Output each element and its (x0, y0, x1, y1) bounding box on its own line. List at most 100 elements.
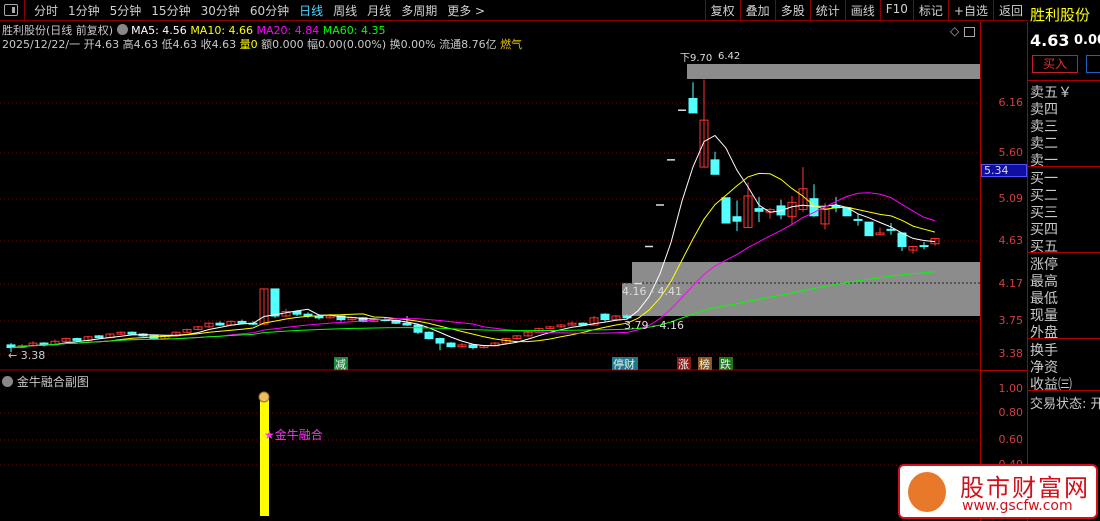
ma10-value: MA10: 4.66 (190, 24, 254, 37)
stat-row: 现量 (1030, 308, 1058, 324)
divider (1028, 390, 1100, 391)
candle-up (589, 317, 599, 326)
tab-7[interactable]: 周线 (333, 3, 358, 18)
divider (1028, 80, 1100, 81)
sell-row: 卖五￥ (1030, 85, 1072, 101)
candle-down (72, 338, 82, 341)
quote-line: 2025/12/22/一 开4.63 高4.63 低4.63 收4.63 量0 … (2, 36, 522, 52)
toolbar-buttons: 复权 叠加 多股 统计 画线 F10 标记 +自选 返回 (704, 0, 1028, 21)
tab-6[interactable]: 日线 (299, 3, 324, 18)
extra-row: 净资 (1030, 360, 1058, 376)
buy-row: 买一 (1030, 171, 1058, 187)
ma20-value: MA20: 4.84 (256, 24, 320, 37)
close: 收4.63 (200, 38, 237, 51)
zone-box (632, 262, 980, 283)
candle-down (270, 288, 280, 317)
money-bag-icon (258, 391, 270, 403)
price-tick: 5.09 (998, 192, 1024, 205)
low-label: ← 3.38 (8, 349, 45, 362)
candle-up (699, 119, 709, 168)
candle-up (567, 322, 577, 326)
toolbar-button-3[interactable]: 统计 (809, 0, 845, 21)
range: 幅0.00(0.00%) (307, 38, 387, 51)
event-tag-bg (677, 357, 691, 370)
toolbar-button-6[interactable]: 标记 (912, 0, 948, 21)
dropdown-icon[interactable] (116, 24, 128, 35)
ma60-line (10, 271, 936, 349)
candle-down (435, 338, 445, 344)
sell-button[interactable] (1086, 55, 1100, 73)
tab-0[interactable]: 分时 (34, 3, 59, 18)
candle-up (61, 338, 71, 342)
last-price: 4.63 (1030, 31, 1070, 50)
change: 0.00 (1074, 33, 1100, 48)
candle-down (424, 331, 434, 340)
tab-10[interactable]: 更多 > (447, 3, 486, 18)
event-tag: 涨 (678, 358, 689, 371)
candle-up (523, 331, 533, 337)
period-toolbar: 分时 1分钟 5分钟 15分钟 30分钟 60分钟 日线 周线 月线 多周期 更多 > 复权 叠加 多股… (0, 0, 1028, 21)
panel-toggle-icon[interactable] (4, 4, 18, 16)
price-tick: 5.60 (998, 146, 1024, 159)
event-tag-bg (698, 357, 712, 370)
candle-up (545, 326, 555, 330)
toolbar-button-5[interactable]: F10 (879, 0, 913, 21)
date: 2025/12/22/一 (2, 38, 81, 51)
extra-row: 换手 (1030, 343, 1058, 359)
stat-row: 涨停 (1030, 257, 1058, 273)
price-tick: 4.17 (998, 277, 1024, 290)
price-tick: 4.63 (998, 234, 1024, 247)
layout-icon[interactable] (964, 27, 975, 37)
tab-2[interactable]: 5分钟 (109, 3, 142, 18)
event-tag: 停财 (613, 357, 635, 371)
kline-chart[interactable]: 下9.70 6.42 ← 3.38 4.16 - 4.41 3.79 - 4.16 减 停财… (0, 0, 980, 521)
event-tag: 减 (335, 358, 346, 371)
stock-name: 胜利股份 (1030, 6, 1091, 24)
toolbar-button-1[interactable]: 叠加 (739, 0, 775, 21)
resistance-zone (687, 64, 980, 79)
candle-down (303, 313, 313, 317)
diamond-icon[interactable]: ◇ (950, 24, 960, 38)
tab-5[interactable]: 60分钟 (249, 3, 290, 18)
ma5-line (10, 134, 936, 349)
candle-up (908, 246, 918, 251)
event-tag-bg (334, 357, 348, 370)
toolbar-button-8[interactable]: 返回 (992, 0, 1028, 21)
stat-row: 最高 (1030, 274, 1058, 290)
buy-button[interactable]: 买入 (1032, 55, 1078, 73)
candle-up (556, 324, 566, 328)
candle-down (127, 331, 137, 335)
toolbar-button-7[interactable]: +自选 (947, 0, 993, 21)
ma60-value: MA60: 4.35 (322, 24, 386, 37)
divider (1028, 166, 1100, 167)
candle-down (721, 197, 731, 224)
candle-down (402, 322, 412, 326)
tab-3[interactable]: 15分钟 (151, 3, 191, 18)
candle-down (336, 315, 346, 321)
candle-down (292, 310, 302, 315)
tab-4[interactable]: 30分钟 (200, 3, 240, 18)
candle-up (611, 315, 621, 321)
candle-up (787, 201, 797, 218)
signal-label: ★金牛融合 (264, 428, 323, 442)
collapse-icon[interactable] (2, 376, 13, 387)
toolbar-button-0[interactable]: 复权 (704, 0, 740, 21)
candle-up (512, 335, 522, 340)
stat-row: 最低 (1030, 291, 1058, 307)
ma5-value: MA5: 4.56 (131, 24, 187, 37)
zone-box (622, 283, 980, 316)
chart-title: 胜利股份(日线 前复权) (2, 24, 114, 37)
tab-1[interactable]: 1分钟 (68, 3, 100, 18)
sub-tick: 0.60 (998, 433, 1024, 446)
candle-down (413, 324, 423, 333)
buy-row: 买二 (1030, 188, 1058, 204)
price-tick: 3.38 (998, 347, 1024, 360)
toolbar-button-2[interactable]: 多股 (774, 0, 810, 21)
peak-marker: 下9.70 (680, 53, 712, 64)
zone2-label: 3.79 - 4.16 (624, 319, 684, 332)
tab-8[interactable]: 月线 (367, 3, 392, 18)
candle-down (688, 97, 698, 114)
tab-9[interactable]: 多周期 (401, 3, 438, 18)
float-cap: 流通8.76亿 (439, 38, 497, 51)
toolbar-button-4[interactable]: 画线 (844, 0, 880, 21)
